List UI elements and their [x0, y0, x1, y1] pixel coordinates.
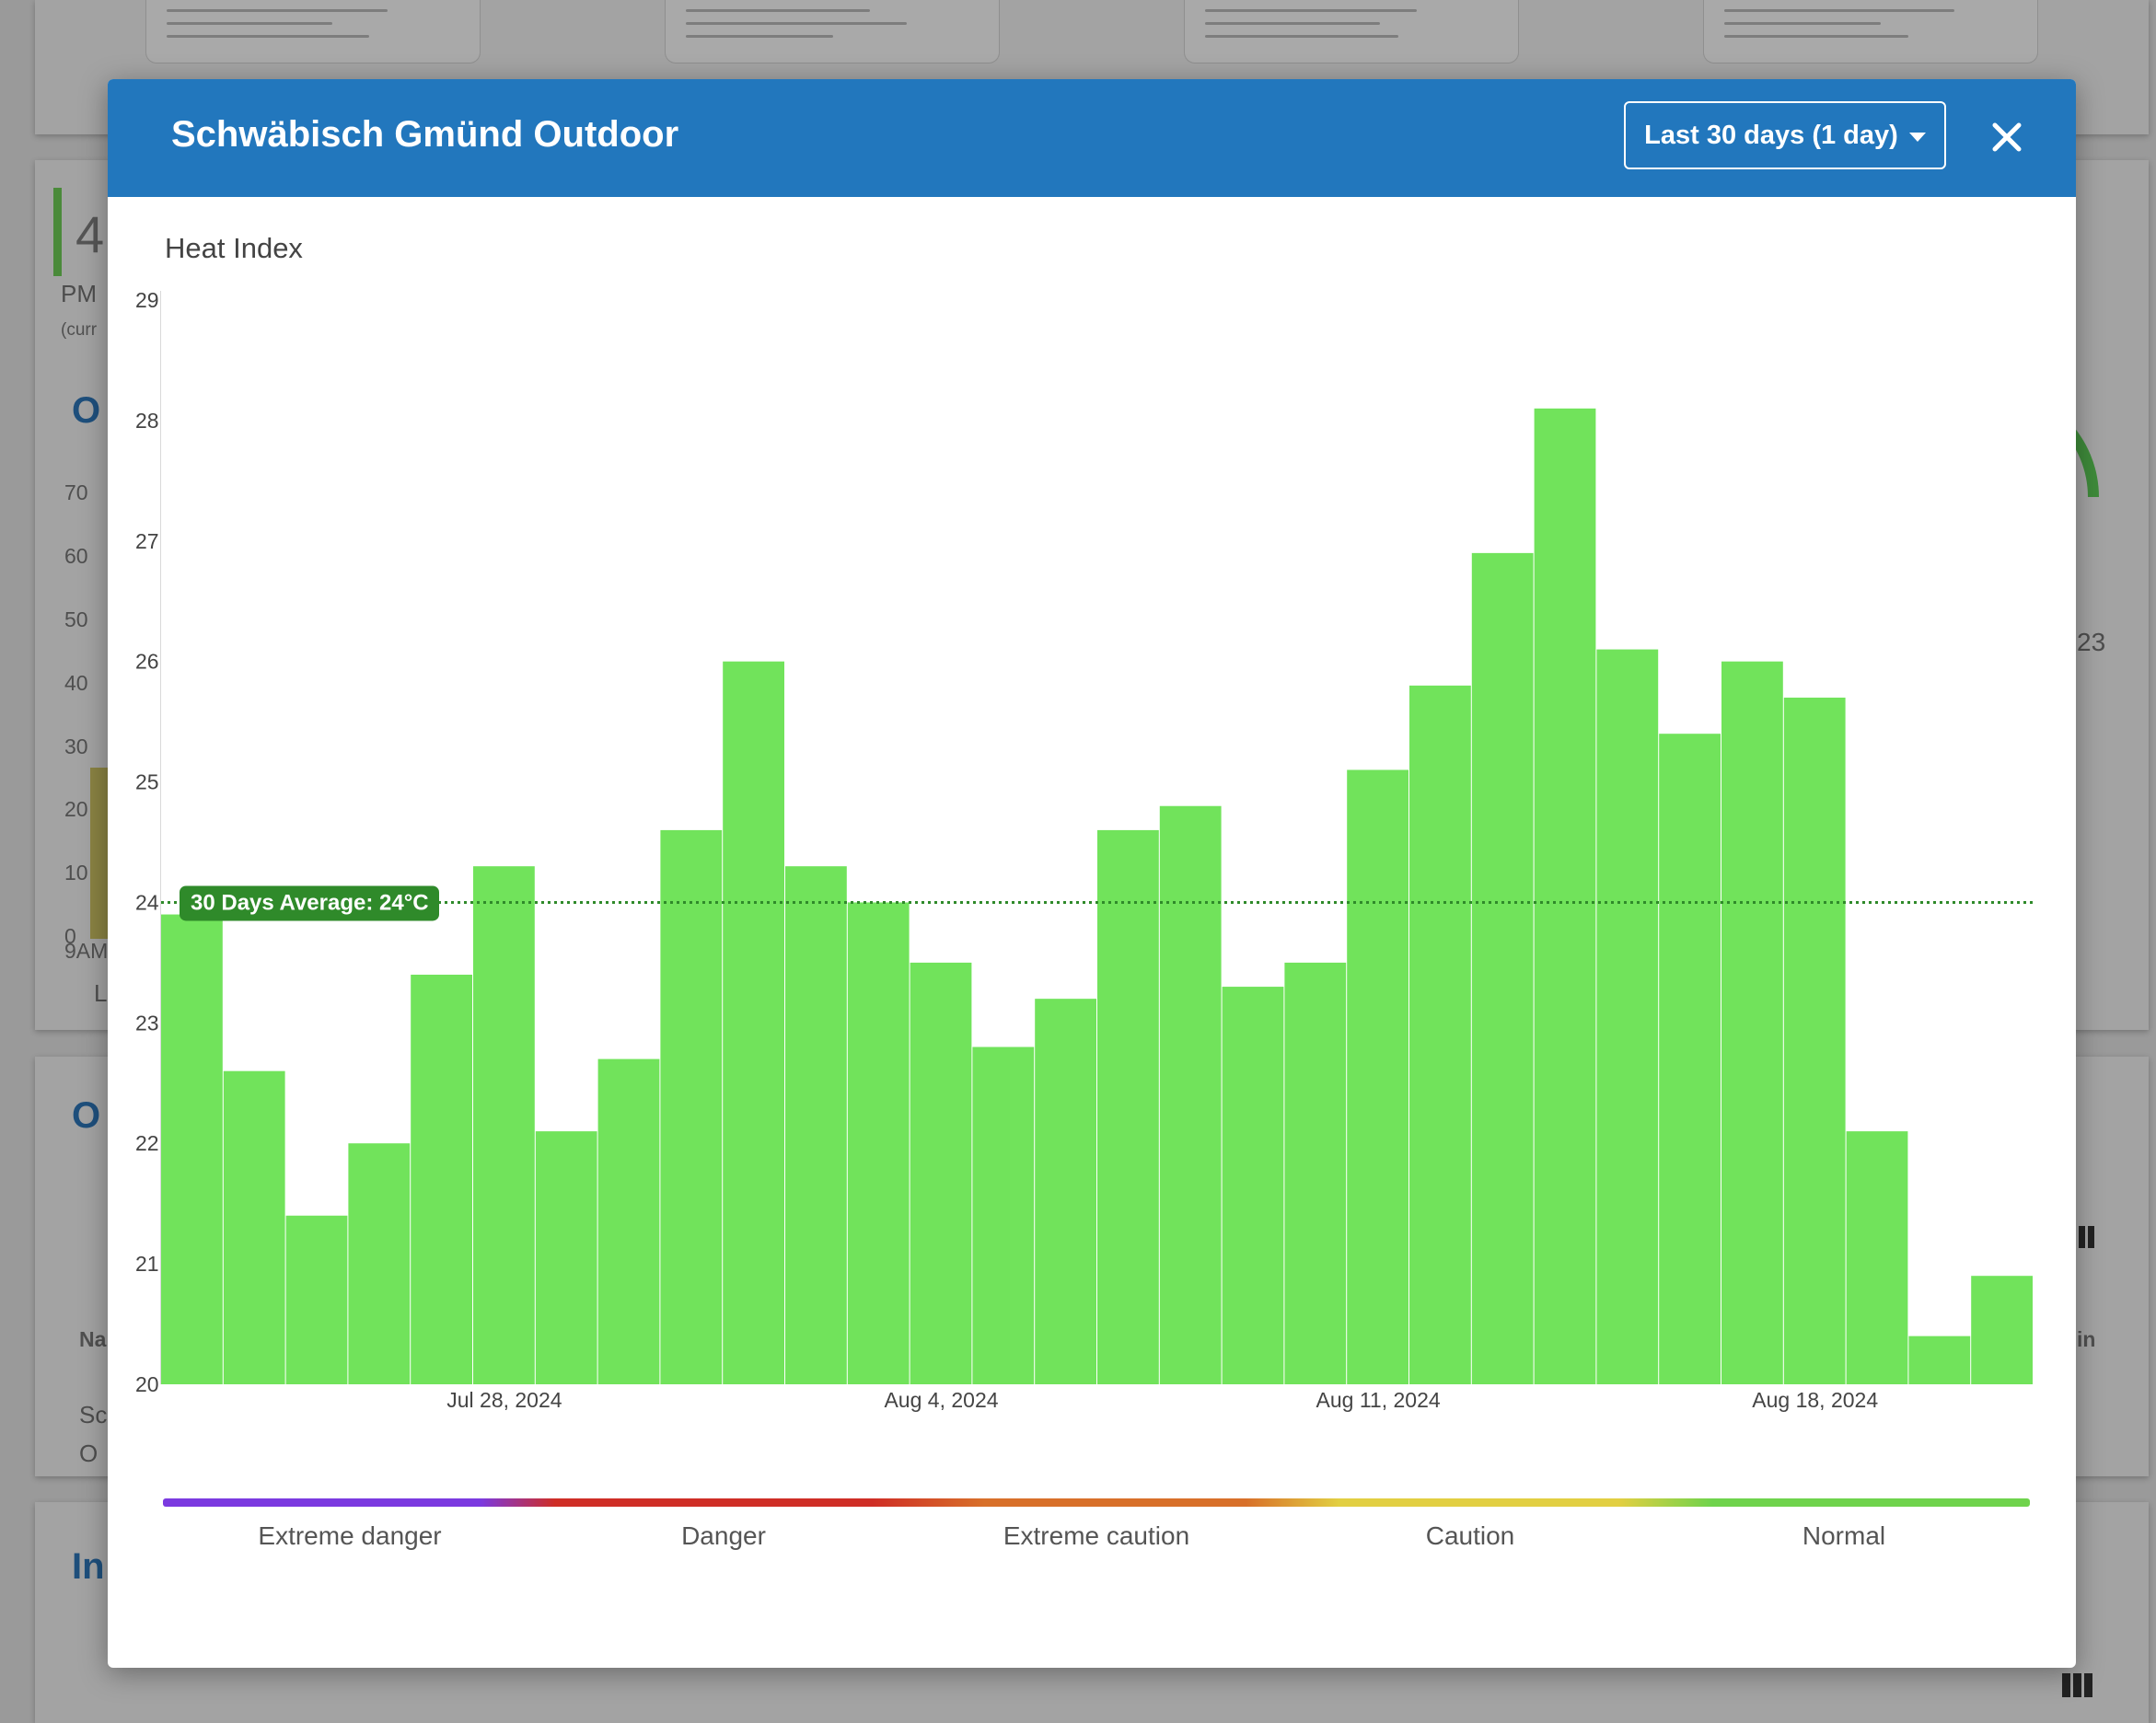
chart-bar	[785, 866, 847, 1384]
chart-bar	[723, 661, 784, 1384]
background-section-heading: O	[72, 1095, 101, 1136]
legend-label-caution: Caution	[1425, 1521, 1515, 1550]
modal-header: Schwäbisch Gmünd Outdoor Last 30 days (1…	[108, 79, 2076, 197]
caret-down-icon	[1908, 132, 1926, 142]
info-thumbnail-2	[665, 0, 1000, 64]
chart-bar	[473, 866, 535, 1384]
background-axis-tick: 70	[64, 480, 88, 504]
heat-index-legend-bar	[163, 1498, 2030, 1507]
chart-bar	[847, 902, 910, 1384]
chart-bar	[411, 974, 472, 1384]
heat-index-bar-chart: 20 21 22 23 24 25 26 27 28 29 Jul 28, 2024 Aug 4, 2…	[135, 288, 2034, 1412]
chart-bar	[1159, 805, 1222, 1384]
chart-bar	[1409, 685, 1471, 1384]
background-table-header: in	[2077, 1327, 2096, 1351]
background-axis-tick: 20	[64, 797, 88, 821]
legend-label-danger: Danger	[681, 1521, 766, 1550]
background-label: PM	[61, 280, 97, 307]
background-axis-tick: 40	[64, 671, 88, 695]
average-label: 30 Days Average: 24°C	[191, 890, 429, 915]
y-tick-label: 20	[135, 1372, 159, 1396]
y-tick-label: 26	[135, 650, 159, 674]
chart-bar	[535, 1131, 597, 1384]
time-range-dropdown[interactable]: Last 30 days (1 day)	[1624, 101, 1946, 169]
modal-title: Schwäbisch Gmünd Outdoor	[171, 114, 679, 155]
chart-bar	[1596, 649, 1659, 1384]
legend-label-normal: Normal	[1802, 1521, 1886, 1550]
y-tick-label: 27	[135, 529, 159, 553]
x-tick-label: Aug 18, 2024	[1752, 1388, 1878, 1412]
chart-bar	[1222, 987, 1284, 1384]
chart-bar	[1908, 1336, 1971, 1384]
y-tick-label: 29	[135, 288, 159, 312]
chart-bar	[285, 1215, 348, 1384]
info-thumbnail-1	[145, 0, 481, 64]
legend-label-extreme-caution: Extreme caution	[1003, 1521, 1190, 1550]
chart-bar	[1971, 1276, 2033, 1384]
background-section-heading: In	[72, 1546, 105, 1587]
background-axis-tick: 50	[64, 607, 88, 631]
chart-bar	[597, 1058, 660, 1384]
x-tick-label: Aug 11, 2024	[1316, 1388, 1441, 1412]
background-chart-bar	[90, 768, 109, 939]
background-value: 4	[75, 205, 105, 263]
time-range-label: Last 30 days (1 day)	[1644, 120, 1898, 150]
background-section-heading: O	[72, 390, 101, 431]
chart-bar	[348, 1143, 411, 1384]
chart-bar	[1347, 769, 1408, 1384]
chart-bar	[1659, 734, 1721, 1384]
chart-bar	[1534, 408, 1596, 1384]
background-table-cell: O	[79, 1440, 99, 1467]
heat-index-modal: Schwäbisch Gmünd Outdoor Last 30 days (1…	[108, 79, 2076, 1668]
background-legend-label: L	[94, 979, 108, 1007]
x-tick-label: Aug 4, 2024	[884, 1388, 998, 1412]
background-axis-tick: 10	[64, 861, 88, 885]
chart-bar	[1284, 962, 1347, 1384]
chart-bar	[1721, 661, 1783, 1384]
background-table-header: Na	[79, 1327, 107, 1351]
background-time-label: 9AM	[64, 939, 109, 963]
chart-bar	[910, 962, 972, 1384]
x-tick-label: Jul 28, 2024	[446, 1388, 562, 1412]
column-chooser-icon	[2062, 1673, 2093, 1697]
background-axis-tick: 60	[64, 544, 88, 568]
chart-bar	[972, 1047, 1035, 1384]
chart-bar	[1035, 999, 1096, 1384]
chart-bar	[660, 829, 723, 1384]
y-tick-label: 28	[135, 409, 159, 433]
background-axis-tick: 30	[64, 734, 88, 758]
info-thumbnail-3	[1184, 0, 1519, 64]
average-badge	[180, 885, 439, 921]
chart-bar	[223, 1070, 285, 1384]
y-tick-label: 23	[135, 1011, 159, 1035]
close-icon	[1992, 122, 2022, 152]
background-sublabel: (curr	[61, 320, 98, 340]
chart-bar	[161, 914, 223, 1384]
chart-bar	[1783, 697, 1846, 1384]
y-tick-label: 21	[135, 1252, 159, 1276]
status-accent-bar	[53, 188, 62, 276]
background-axis-tick: 0	[64, 924, 76, 948]
chart-bar	[1846, 1131, 1908, 1384]
y-tick-label: 22	[135, 1131, 159, 1155]
y-tick-label: 24	[135, 890, 159, 914]
chart-title: Heat Index	[165, 232, 303, 264]
chart-bar	[1471, 552, 1534, 1384]
background-right-value: 23	[2077, 628, 2106, 656]
background-table-cell: Sc	[79, 1401, 108, 1428]
info-thumbnail-4	[1703, 0, 2038, 64]
chart-bar	[1097, 829, 1159, 1384]
y-tick-label: 25	[135, 770, 159, 794]
legend-label-extreme-danger: Extreme danger	[258, 1521, 442, 1550]
close-button[interactable]	[1978, 109, 2035, 166]
